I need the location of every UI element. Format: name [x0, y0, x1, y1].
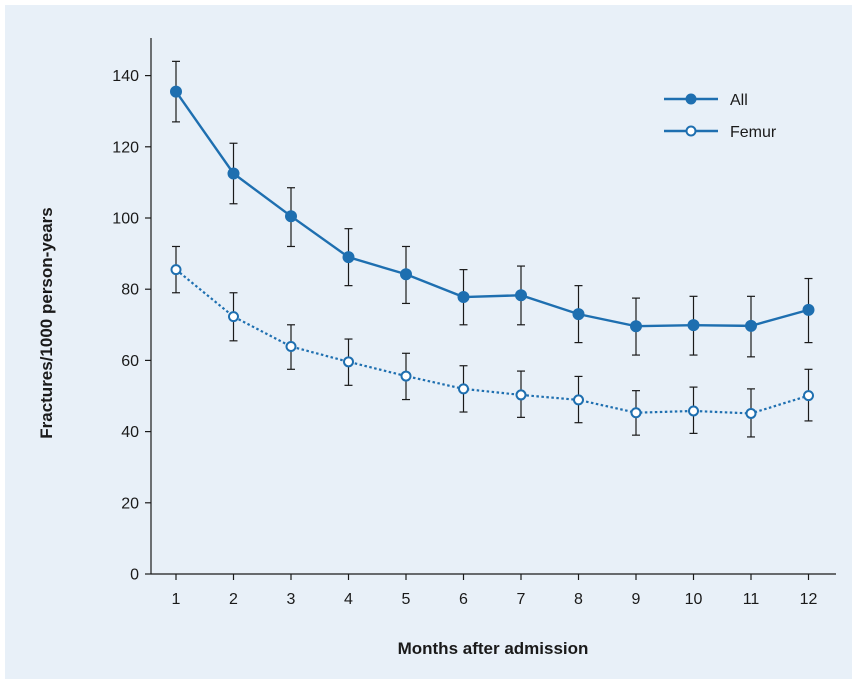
all-data-point	[687, 319, 700, 332]
x-tick-label: 8	[574, 591, 583, 608]
femur-data-point	[803, 390, 814, 402]
femur-data-point	[630, 407, 642, 419]
femur-data-point	[515, 389, 527, 401]
legend-all-label: All	[730, 92, 748, 109]
all-data-point	[515, 289, 527, 302]
femur-data-point	[285, 341, 297, 353]
y-tick-label: 100	[112, 211, 139, 228]
y-tick-label: 60	[121, 353, 139, 370]
all-data-point	[400, 268, 412, 281]
x-tick-label: 2	[229, 591, 238, 608]
all-series-line	[175, 90, 809, 328]
femur-data-point	[573, 394, 584, 406]
femur-data-point	[228, 311, 239, 323]
error-bars	[172, 60, 813, 438]
x-tick-label: 11	[743, 591, 760, 608]
y-tick-label: 120	[112, 139, 139, 156]
all-data-point	[457, 291, 470, 304]
legend-femur-marker	[685, 125, 697, 137]
legend: All Femur	[664, 92, 777, 141]
all-data-point	[285, 210, 297, 223]
series-lines	[175, 90, 809, 415]
x-tick-label: 7	[517, 591, 526, 608]
femur-data-point	[458, 383, 469, 395]
y-tick-label: 140	[112, 68, 139, 85]
chart-background	[5, 5, 852, 679]
x-axis-title: Months after admission	[398, 639, 589, 658]
y-tick-label: 40	[121, 424, 139, 441]
x-tick-label: 5	[402, 591, 411, 608]
legend-all-marker	[685, 93, 697, 105]
y-tick-label: 80	[121, 282, 139, 299]
legend-femur-label: Femur	[730, 124, 777, 141]
y-axis-title: Fractures/1000 person-years	[37, 207, 56, 439]
all-data-point	[745, 319, 757, 332]
x-tick-label: 6	[459, 591, 468, 608]
x-tick-label: 1	[172, 591, 181, 608]
femur-data-point	[400, 370, 412, 382]
x-tick-label: 12	[800, 591, 818, 608]
x-tick-label: 3	[287, 591, 296, 608]
femur-data-point	[343, 356, 354, 368]
femur-series-line	[175, 268, 809, 415]
all-data-point	[630, 320, 642, 333]
all-data-point	[170, 85, 182, 98]
x-tick-label: 10	[685, 591, 703, 608]
all-data-point	[342, 251, 355, 264]
x-tick-label: 4	[344, 591, 353, 608]
femur-data-point	[170, 264, 182, 276]
all-data-point	[802, 303, 815, 316]
all-data-point	[572, 308, 585, 321]
y-tick-label: 20	[121, 495, 139, 512]
femur-data-point	[745, 407, 757, 419]
x-tick-label: 9	[632, 591, 641, 608]
femur-data-point	[688, 405, 699, 417]
all-data-point	[227, 167, 240, 180]
data-points	[170, 85, 815, 419]
y-tick-label: 0	[130, 567, 139, 584]
